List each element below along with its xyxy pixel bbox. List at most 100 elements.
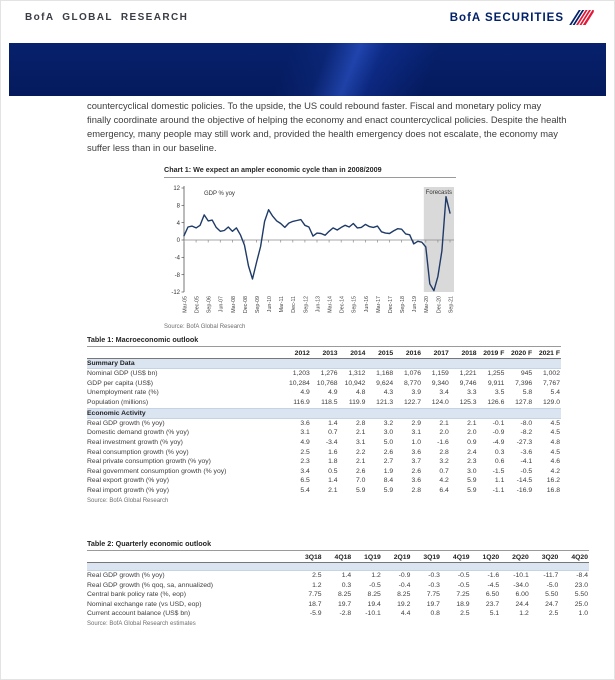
- table-cell: 1.2: [519, 610, 529, 618]
- table-cell: 125.3: [459, 398, 477, 406]
- row-label: Real export growth (% yoy): [87, 477, 169, 485]
- table-cell: 1,221: [459, 370, 477, 378]
- table-cell: 6.50: [485, 591, 500, 599]
- table-row: Real export growth (% yoy) 6.5 1.4 7.0 8.4 3.…: [87, 476, 561, 486]
- table-cell: 9,911: [487, 379, 505, 387]
- table-cell: 0.3: [341, 581, 352, 589]
- table-cell: -0.9: [398, 572, 411, 579]
- table-cell: 23.7: [485, 600, 500, 608]
- table-cell: -10.1: [365, 610, 381, 618]
- table-cell: 2.5: [460, 610, 470, 618]
- column-header: 3Q18: [293, 552, 323, 563]
- table-cell: -10.1: [513, 572, 529, 579]
- column-header: 2020 F: [505, 348, 534, 359]
- table-cell: 19.7: [337, 600, 352, 608]
- table-cell: 9,746: [459, 379, 477, 387]
- table-cell: 5.8: [522, 389, 533, 397]
- table-cell: 2.1: [328, 486, 338, 494]
- table-cell: 10,768: [316, 379, 338, 387]
- table-cell: 2.6: [411, 467, 421, 475]
- table-cell: 5.0: [383, 438, 394, 446]
- y-tick-label: 12: [173, 186, 180, 192]
- table-cell: 6.00: [515, 591, 529, 599]
- table-cell: 3.6: [300, 419, 310, 427]
- table-cell: 4.9: [300, 389, 310, 397]
- table-cell: 1,168: [376, 370, 394, 378]
- blank-band: [87, 562, 589, 571]
- table-cell: 122.7: [403, 398, 421, 406]
- column-header: 2015: [366, 348, 395, 359]
- table-cell: 2.4: [467, 448, 477, 456]
- table-cell: 10,284: [289, 379, 310, 387]
- table2-source: Source: BofA Global Research estimates: [87, 620, 196, 627]
- table2-title: Table 2: Quarterly economic outlook: [87, 539, 589, 551]
- table-cell: -1.1: [492, 486, 505, 494]
- table-cell: 3.1: [300, 429, 310, 437]
- table-header-row: 3Q18 4Q18 1Q19 2Q19 3Q19 4Q19 1Q20 2Q20 3Q20 4Q20: [87, 552, 589, 563]
- table-cell: 1.0: [578, 610, 588, 618]
- table2-block: Table 2: Quarterly economic outlook 3Q18…: [87, 539, 589, 627]
- table-cell: 0.6: [494, 458, 505, 466]
- table-cell: -34.0: [513, 581, 529, 589]
- table-cell: -4.1: [520, 458, 533, 466]
- column-header: [87, 348, 283, 359]
- table-cell: 2.8: [439, 448, 449, 456]
- column-header: 2016: [394, 348, 422, 359]
- table-cell: 1,002: [542, 370, 560, 378]
- section-row: Economic Activity: [87, 407, 561, 419]
- forecast-label: Forecasts: [426, 190, 452, 196]
- x-tick-label: Jun-19: [412, 296, 418, 312]
- table-cell: 5.9: [355, 486, 366, 494]
- column-header: 1Q19: [352, 552, 382, 563]
- table-cell: 2.1: [439, 419, 449, 427]
- table-cell: -0.5: [457, 572, 470, 579]
- table-cell: 945: [520, 370, 533, 378]
- table-cell: 3.7: [411, 458, 421, 466]
- table-row: Real GDP growth (% qoq, sa, annualized) 1…: [87, 581, 589, 591]
- table-cell: 4.9: [328, 389, 338, 397]
- table-cell: 126.6: [487, 398, 505, 406]
- y-tick-label: 0: [177, 238, 181, 244]
- table-cell: 2.1: [355, 458, 366, 466]
- table-cell: 4.5: [550, 429, 560, 437]
- gdp-line-series: [183, 195, 451, 292]
- table-cell: 19.4: [367, 600, 381, 608]
- x-tick-label: Sep-21: [448, 296, 454, 313]
- x-tick-label: Dec-11: [291, 296, 297, 313]
- table-cell: -1.5: [492, 467, 505, 475]
- table-cell: 8.25: [367, 591, 381, 599]
- table-cell: 124.0: [431, 398, 449, 406]
- table-cell: 5.1: [489, 610, 500, 618]
- y-tick-label: -8: [175, 273, 181, 279]
- table-cell: 2.9: [411, 419, 421, 427]
- table-cell: 118.5: [321, 398, 338, 406]
- table-cell: 0.3: [494, 448, 505, 456]
- table-row: Real GDP growth (% yoy) 3.6 1.4 2.8 3.2 2.9 2.…: [87, 418, 561, 428]
- table-row: Central bank policy rate (%, eop) 7.75 8.2…: [87, 590, 589, 600]
- y-tick-label: -4: [175, 256, 181, 262]
- row-label: Real investment growth (% yoy): [87, 438, 183, 446]
- column-header: 1Q20: [470, 552, 501, 563]
- table-cell: 1.4: [328, 419, 338, 427]
- table-cell: 16.2: [546, 477, 560, 485]
- table-cell: 1.8: [328, 458, 338, 466]
- x-tick-label: Sep-12: [303, 296, 309, 313]
- table-row: Real private consumption growth (% yoy) 2…: [87, 457, 561, 467]
- table-cell: 3.9: [411, 389, 421, 397]
- column-header: [87, 552, 293, 563]
- table-cell: 1,276: [320, 370, 338, 378]
- table-cell: 7.75: [308, 591, 322, 599]
- table-cell: -3.4: [325, 438, 338, 446]
- table-cell: 3.4: [439, 389, 449, 397]
- table-cell: 7.25: [456, 591, 470, 599]
- table1-title: Table 1: Macroeconomic outlook: [87, 335, 561, 347]
- table-cell: 1,076: [403, 370, 421, 378]
- table-cell: 8.4: [383, 477, 394, 485]
- table-header-row: 2012 2013 2014 2015 2016 2017 2018 2019 F 2020 F…: [87, 348, 561, 359]
- y-tick-label: 8: [177, 204, 181, 210]
- table-cell: 2.5: [548, 610, 559, 618]
- x-tick-label: Dec-05: [194, 296, 200, 313]
- table-row: Nominal exchange rate (vs USD, eop) 18.7 1…: [87, 600, 589, 610]
- table-cell: 2.8: [411, 486, 421, 494]
- table-cell: 7.75: [426, 591, 440, 599]
